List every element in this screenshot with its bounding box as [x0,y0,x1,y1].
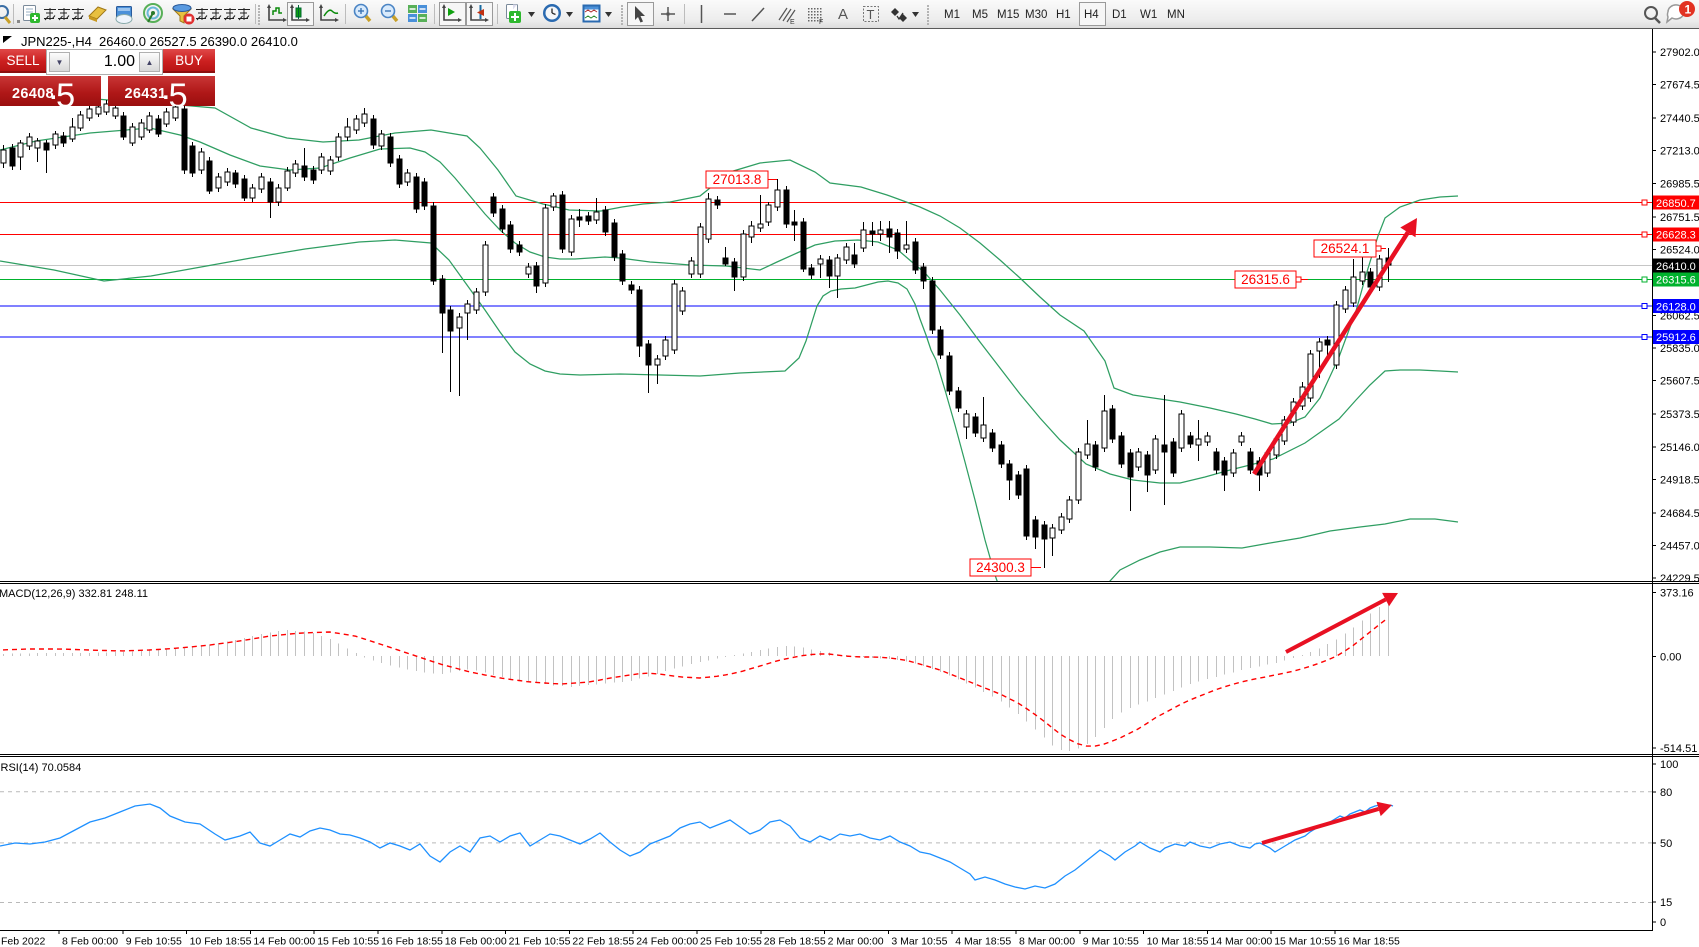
svg-text:21 Feb 10:55: 21 Feb 10:55 [509,936,571,947]
svg-text:M15: M15 [997,9,1019,21]
svg-text:27902.0: 27902.0 [1660,47,1699,59]
svg-text:24684.5: 24684.5 [1660,508,1699,520]
svg-text:28 Feb 18:55: 28 Feb 18:55 [764,936,826,947]
svg-text:M1: M1 [944,9,960,21]
svg-text:27013.8: 27013.8 [713,172,762,187]
svg-text:8 Feb 00:00: 8 Feb 00:00 [62,936,118,947]
svg-text:26410.0: 26410.0 [1656,261,1696,273]
svg-text:26850.7: 26850.7 [1656,198,1696,210]
svg-text:26628.3: 26628.3 [1656,230,1696,242]
svg-text:15 Feb 10:55: 15 Feb 10:55 [317,936,379,947]
svg-text:80: 80 [1660,787,1672,799]
svg-text:373.16: 373.16 [1660,588,1694,600]
svg-text:M30: M30 [1025,9,1047,21]
svg-text:25 Feb 10:55: 25 Feb 10:55 [700,936,762,947]
svg-text:24918.5: 24918.5 [1660,474,1699,486]
svg-text:26524.0: 26524.0 [1660,244,1699,256]
svg-text:H1: H1 [1056,9,1071,21]
svg-text:-514.51: -514.51 [1660,743,1697,755]
svg-text:26315.6: 26315.6 [1656,275,1696,287]
svg-text:26751.5: 26751.5 [1660,212,1699,224]
svg-text:26524.1: 26524.1 [1321,241,1370,256]
svg-text:T: T [867,7,875,22]
svg-text:18 Feb 00:00: 18 Feb 00:00 [445,936,507,947]
svg-text:24300.3: 24300.3 [976,560,1025,575]
svg-text:27440.5: 27440.5 [1660,113,1699,125]
svg-text:14 Mar 00:00: 14 Mar 00:00 [1210,936,1272,947]
svg-text:A: A [838,6,848,23]
svg-text:0.00: 0.00 [1660,651,1681,663]
svg-text:15: 15 [1660,897,1672,909]
svg-text:Feb 2022: Feb 2022 [1,936,46,947]
svg-text:D1: D1 [1112,9,1127,21]
svg-text:M5: M5 [972,9,988,21]
svg-text:9 Feb 10:55: 9 Feb 10:55 [126,936,182,947]
svg-text:MN: MN [1167,9,1185,21]
svg-text:14 Feb 00:00: 14 Feb 00:00 [253,936,315,947]
svg-text:F: F [819,19,823,26]
svg-text:MACD(12,26,9) 332.81 248.11: MACD(12,26,9) 332.81 248.11 [0,588,148,600]
svg-text:3 Mar 10:55: 3 Mar 10:55 [891,936,947,947]
svg-text:E: E [790,19,795,26]
svg-text:25912.6: 25912.6 [1656,332,1696,344]
svg-text:100: 100 [1660,759,1678,771]
svg-text:10 Feb 18:55: 10 Feb 18:55 [190,936,252,947]
svg-text:26062.5: 26062.5 [1660,311,1699,323]
svg-text:16 Feb 18:55: 16 Feb 18:55 [381,936,443,947]
svg-text:25835.0: 25835.0 [1660,343,1699,355]
svg-text:24 Feb 00:00: 24 Feb 00:00 [636,936,698,947]
svg-text:RSI(14) 70.0584: RSI(14) 70.0584 [1,762,82,774]
svg-text:8 Mar 00:00: 8 Mar 00:00 [1019,936,1075,947]
svg-text:22 Feb 18:55: 22 Feb 18:55 [572,936,634,947]
svg-text:1: 1 [1685,3,1692,17]
svg-text:0: 0 [1660,917,1666,929]
svg-text:27674.5: 27674.5 [1660,80,1699,92]
svg-text:25607.5: 25607.5 [1660,376,1699,388]
svg-text:9 Mar 10:55: 9 Mar 10:55 [1083,936,1139,947]
svg-text:24229.5: 24229.5 [1660,573,1699,585]
svg-text:H4: H4 [1084,9,1099,21]
svg-text:4 Mar 18:55: 4 Mar 18:55 [955,936,1011,947]
svg-text:24457.0: 24457.0 [1660,541,1699,553]
svg-text:50: 50 [1660,838,1672,850]
svg-text:25146.0: 25146.0 [1660,442,1699,454]
svg-text:26315.6: 26315.6 [1241,272,1290,287]
svg-text:2 Mar 00:00: 2 Mar 00:00 [828,936,884,947]
svg-text:15 Mar 10:55: 15 Mar 10:55 [1274,936,1336,947]
svg-text:27213.0: 27213.0 [1660,146,1699,158]
svg-text:10 Mar 18:55: 10 Mar 18:55 [1147,936,1209,947]
svg-text:25373.5: 25373.5 [1660,409,1699,421]
svg-text:26128.0: 26128.0 [1656,301,1696,313]
svg-text:26985.5: 26985.5 [1660,178,1699,190]
svg-text:16 Mar 18:55: 16 Mar 18:55 [1338,936,1400,947]
svg-text:W1: W1 [1140,9,1157,21]
